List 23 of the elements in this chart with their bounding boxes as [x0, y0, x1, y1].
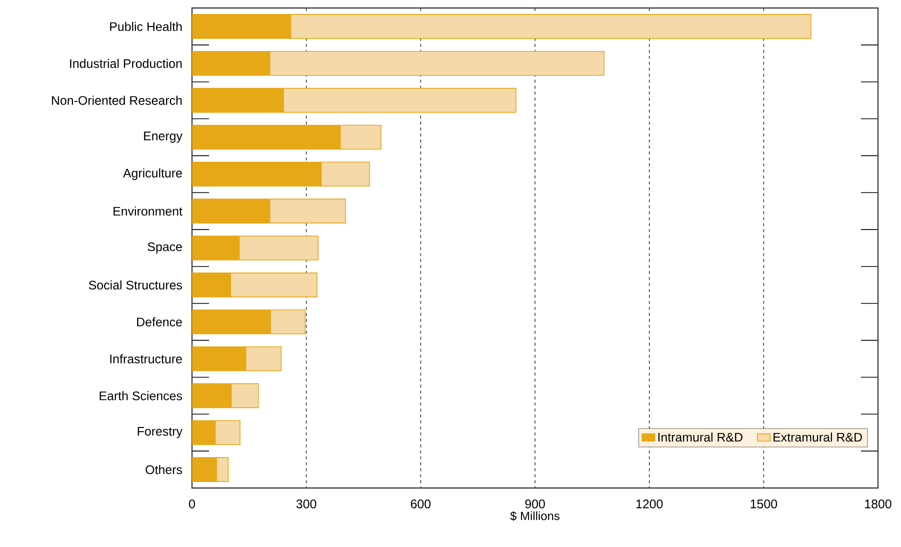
x-tick-label: 900	[525, 500, 545, 508]
y-tick-label: Forestry	[138, 427, 182, 438]
y-tick-label: Others	[146, 464, 182, 474]
x-axis-title: $ Millions	[510, 511, 560, 521]
legend-label: Intramural R&D	[658, 432, 742, 442]
y-tick-label: Earth Sciences	[100, 391, 182, 400]
y-tick-label: Defence	[137, 317, 182, 326]
y-tick-label: Social Structures	[88, 280, 182, 290]
y-tick-label: Energy	[144, 132, 182, 143]
x-tick-label: 0	[189, 500, 195, 508]
x-tick-label: 300	[296, 500, 316, 508]
y-tick-label: Environment	[114, 206, 182, 216]
y-tick-label: Industrial Production	[70, 58, 182, 68]
y-tick-label: Space	[148, 242, 182, 254]
y-tick-label: Agriculture	[122, 168, 182, 180]
x-tick-label: 1500	[750, 500, 778, 508]
y-tick-label: Public Health	[110, 22, 182, 32]
legend-label: Extramural R&D	[774, 432, 862, 442]
x-tick-label: 1200	[636, 500, 663, 508]
y-tick-label: Infrastructure	[110, 354, 182, 364]
x-tick-label: 600	[410, 500, 431, 508]
x-tick-label: 1800	[865, 500, 892, 508]
y-tick-label: Non-Oriented Research	[52, 96, 182, 105]
